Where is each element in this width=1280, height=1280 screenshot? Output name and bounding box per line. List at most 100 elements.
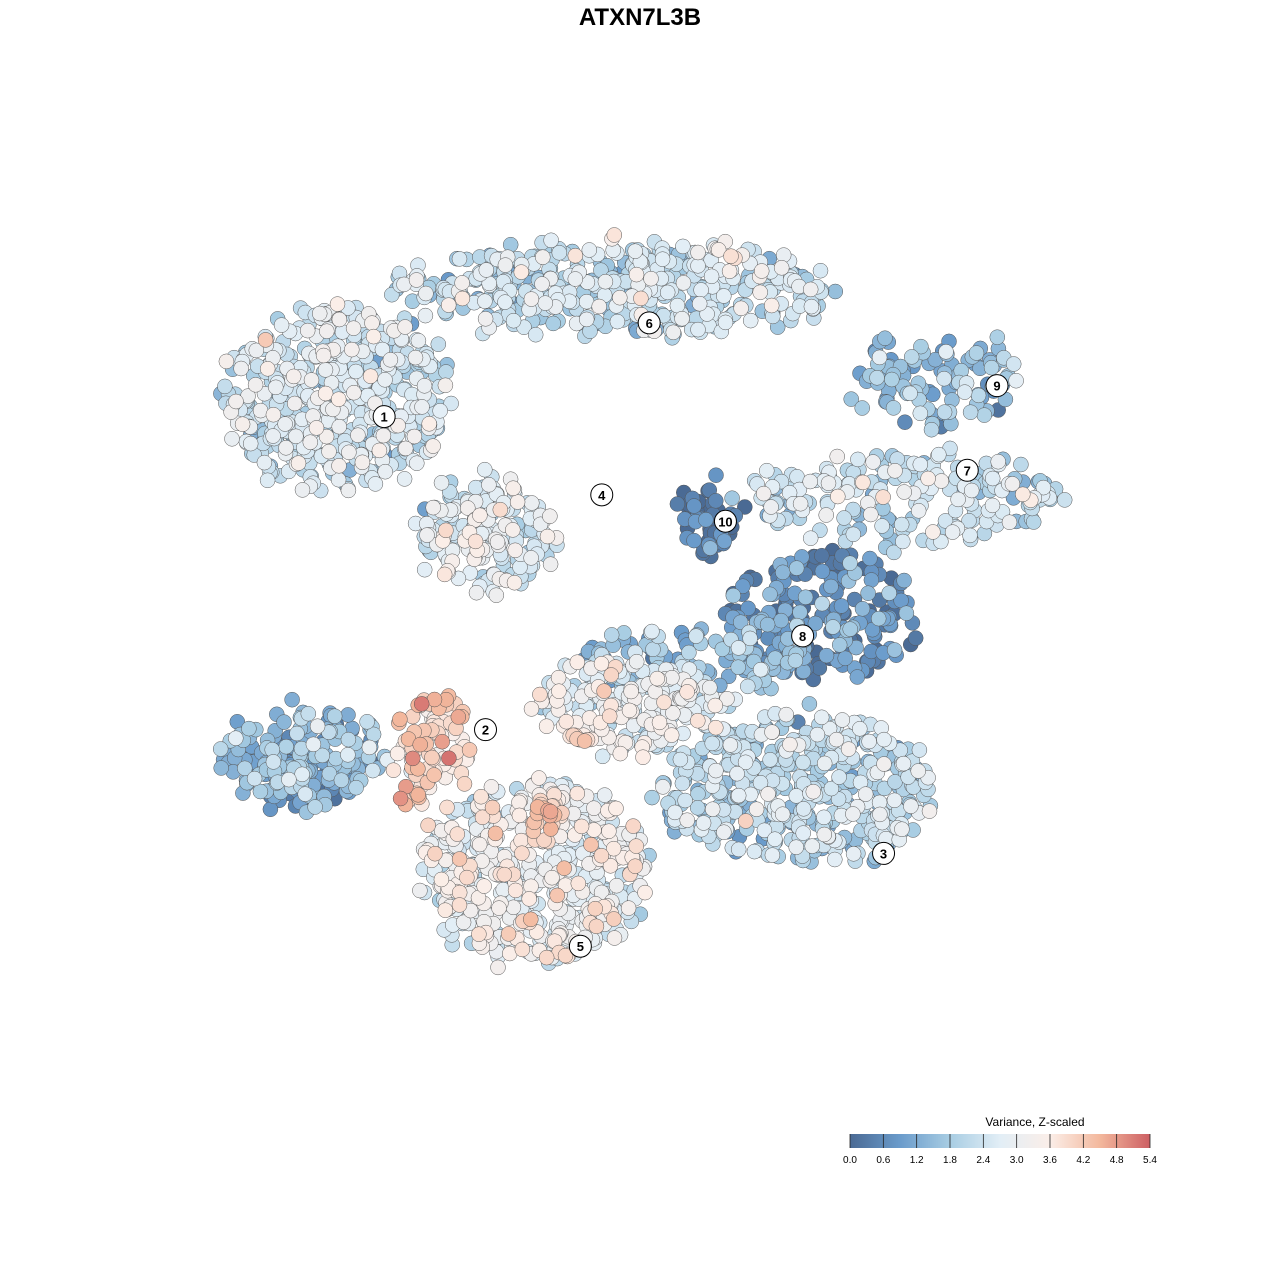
- data-point: [362, 368, 379, 384]
- data-point: [345, 320, 362, 336]
- data-point: [690, 258, 706, 274]
- data-point: [285, 368, 302, 385]
- data-point: [551, 683, 567, 699]
- data-point: [886, 544, 902, 561]
- data-point: [350, 427, 366, 443]
- data-point: [606, 227, 623, 243]
- data-point: [307, 799, 323, 815]
- data-point: [763, 499, 779, 515]
- data-point: [288, 428, 304, 445]
- data-point: [836, 510, 852, 526]
- data-point: [635, 749, 651, 765]
- data-point: [273, 317, 290, 333]
- data-point: [397, 319, 413, 335]
- data-point: [679, 684, 695, 700]
- data-point: [837, 650, 853, 667]
- data-point: [719, 691, 735, 707]
- data-point: [506, 574, 523, 591]
- data-point: [299, 322, 316, 339]
- data-point: [416, 561, 433, 578]
- data-point: [305, 736, 322, 753]
- data-point: [725, 587, 742, 604]
- data-point: [612, 289, 628, 306]
- data-point: [341, 444, 357, 461]
- colorbar-tick-label: 3.6: [1043, 1155, 1057, 1166]
- colorbar-tick-label: 3.0: [1010, 1155, 1024, 1166]
- data-point: [478, 262, 495, 278]
- data-point: [459, 869, 475, 886]
- data-point: [483, 779, 500, 795]
- data-point: [674, 310, 690, 327]
- data-point: [308, 420, 325, 436]
- data-point: [921, 803, 938, 819]
- data-point: [737, 754, 754, 771]
- data-point: [818, 507, 834, 523]
- data-point: [319, 323, 335, 339]
- data-point: [762, 752, 778, 768]
- colorbar-tick-label: 0.0: [843, 1155, 857, 1166]
- data-point: [871, 349, 888, 366]
- data-point: [340, 482, 357, 499]
- data-point: [644, 623, 660, 640]
- data-point: [627, 243, 643, 259]
- data-point: [708, 467, 724, 483]
- data-point: [814, 563, 831, 580]
- data-point: [675, 238, 691, 255]
- data-point: [606, 911, 622, 927]
- data-point: [392, 711, 408, 728]
- data-point: [920, 470, 936, 487]
- data-point: [294, 766, 310, 783]
- data-point: [884, 371, 900, 388]
- data-point: [834, 712, 851, 728]
- data-point: [721, 263, 738, 279]
- data-point: [471, 836, 488, 853]
- data-point: [410, 787, 426, 803]
- data-point: [849, 669, 866, 685]
- data-point: [247, 377, 264, 393]
- cluster-label-text: 9: [993, 379, 1000, 394]
- data-point: [311, 305, 328, 322]
- cluster-label-text: 1: [381, 410, 388, 425]
- data-point: [348, 363, 364, 380]
- data-point: [427, 845, 443, 862]
- data-point: [843, 391, 859, 407]
- data-point: [989, 329, 1006, 345]
- data-point: [259, 361, 276, 377]
- data-point: [936, 370, 952, 387]
- data-point: [426, 767, 442, 783]
- data-point: [441, 750, 457, 766]
- data-point: [759, 616, 776, 633]
- data-point: [801, 696, 818, 712]
- data-point: [603, 667, 619, 683]
- data-point: [628, 266, 645, 283]
- data-point: [321, 765, 338, 782]
- data-point: [854, 400, 870, 416]
- data-point: [567, 271, 584, 287]
- data-point: [532, 686, 548, 703]
- data-point: [923, 421, 940, 438]
- data-point: [451, 851, 468, 867]
- data-point: [477, 293, 493, 309]
- data-point: [633, 290, 649, 307]
- data-point: [863, 572, 880, 588]
- data-point: [936, 404, 953, 420]
- data-point: [436, 566, 453, 583]
- data-point: [677, 792, 693, 809]
- data-point: [484, 799, 501, 816]
- data-point: [773, 260, 790, 276]
- cluster-label-3: 3: [872, 841, 896, 865]
- data-point: [763, 297, 780, 314]
- data-point: [365, 328, 382, 345]
- data-point: [742, 312, 759, 329]
- data-point: [644, 789, 660, 806]
- data-point: [752, 284, 768, 301]
- data-point: [788, 788, 805, 804]
- data-point: [284, 691, 300, 708]
- data-point: [1056, 492, 1073, 508]
- data-point: [703, 268, 720, 285]
- data-point: [333, 772, 350, 788]
- data-point: [816, 809, 832, 826]
- data-point: [606, 930, 623, 946]
- data-point: [983, 359, 1000, 376]
- data-point: [628, 653, 645, 670]
